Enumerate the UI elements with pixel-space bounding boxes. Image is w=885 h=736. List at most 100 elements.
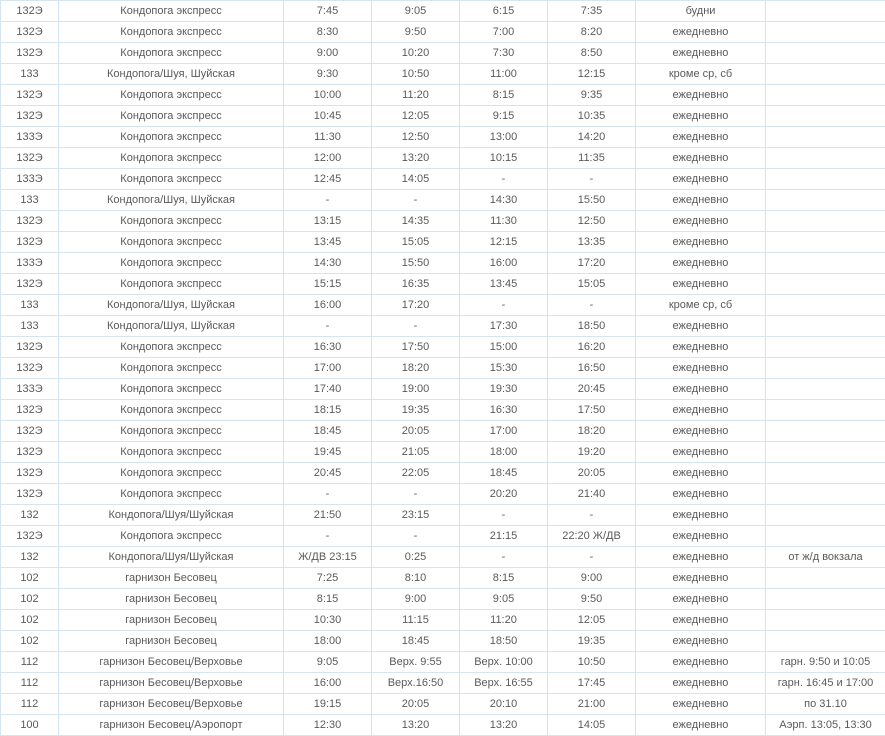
cell-arr2: 14:20 <box>548 127 636 148</box>
table-row: 133ЭКондопога экспресс11:3012:5013:0014:… <box>1 127 885 148</box>
cell-arr2: 10:35 <box>548 106 636 127</box>
cell-dep2: 7:00 <box>460 22 548 43</box>
table-row: 132ЭКондопога экспресс13:1514:3511:3012:… <box>1 211 885 232</box>
cell-note <box>766 22 885 43</box>
cell-route: 132Э <box>1 232 59 253</box>
cell-note <box>766 589 885 610</box>
cell-note: гарн. 9:50 и 10:05 <box>766 652 885 673</box>
cell-dep1: 8:30 <box>284 22 372 43</box>
cell-arr1: - <box>372 190 460 211</box>
cell-arr1: 16:35 <box>372 274 460 295</box>
cell-route: 132Э <box>1 43 59 64</box>
cell-dep2: 11:20 <box>460 610 548 631</box>
cell-arr1: Верх.16:50 <box>372 673 460 694</box>
cell-days: ежедневно <box>636 610 766 631</box>
cell-dep2: 18:00 <box>460 442 548 463</box>
cell-arr2: 19:20 <box>548 442 636 463</box>
cell-arr1: 15:50 <box>372 253 460 274</box>
cell-note <box>766 484 885 505</box>
cell-dep2: 19:30 <box>460 379 548 400</box>
cell-name: Кондопога экспресс <box>59 253 284 274</box>
cell-days: ежедневно <box>636 22 766 43</box>
cell-note <box>766 64 885 85</box>
cell-arr2: - <box>548 547 636 568</box>
cell-arr2: 19:35 <box>548 631 636 652</box>
cell-arr1: 10:20 <box>372 43 460 64</box>
table-row: 133ЭКондопога экспресс17:4019:0019:3020:… <box>1 379 885 400</box>
cell-arr1: 9:50 <box>372 22 460 43</box>
cell-route: 133Э <box>1 127 59 148</box>
cell-days: ежедневно <box>636 463 766 484</box>
table-row: 132ЭКондопога экспресс16:3017:5015:0016:… <box>1 337 885 358</box>
cell-name: гарнизон Бесовец <box>59 610 284 631</box>
cell-route: 133 <box>1 64 59 85</box>
table-row: 132ЭКондопога экспресс9:0010:207:308:50е… <box>1 43 885 64</box>
cell-name: гарнизон Бесовец/Аэропорт <box>59 715 284 736</box>
cell-note <box>766 253 885 274</box>
cell-note <box>766 316 885 337</box>
cell-dep2: 12:15 <box>460 232 548 253</box>
cell-arr1: 13:20 <box>372 715 460 736</box>
cell-note <box>766 379 885 400</box>
cell-arr1: 17:50 <box>372 337 460 358</box>
cell-days: ежедневно <box>636 232 766 253</box>
table-row: 132ЭКондопога экспресс7:459:056:157:35бу… <box>1 1 885 22</box>
cell-days: ежедневно <box>636 652 766 673</box>
cell-arr1: 15:05 <box>372 232 460 253</box>
cell-arr1: 19:35 <box>372 400 460 421</box>
cell-route: 100 <box>1 715 59 736</box>
table-row: 133Кондопога/Шуя, Шуйская16:0017:20--кро… <box>1 295 885 316</box>
cell-route: 133Э <box>1 379 59 400</box>
cell-arr2: 16:20 <box>548 337 636 358</box>
cell-dep1: - <box>284 190 372 211</box>
cell-route: 112 <box>1 652 59 673</box>
table-row: 132ЭКондопога экспресс20:4522:0518:4520:… <box>1 463 885 484</box>
cell-dep2: 13:45 <box>460 274 548 295</box>
cell-arr2: 17:50 <box>548 400 636 421</box>
cell-days: ежедневно <box>636 127 766 148</box>
cell-note <box>766 148 885 169</box>
cell-arr1: 11:20 <box>372 85 460 106</box>
cell-days: ежедневно <box>636 85 766 106</box>
cell-dep1: 18:15 <box>284 400 372 421</box>
cell-dep1: 9:05 <box>284 652 372 673</box>
cell-arr1: 9:00 <box>372 589 460 610</box>
cell-route: 132Э <box>1 274 59 295</box>
table-row: 102гарнизон Бесовец7:258:108:159:00ежедн… <box>1 568 885 589</box>
cell-note <box>766 463 885 484</box>
cell-arr1: 23:15 <box>372 505 460 526</box>
cell-arr2: 18:50 <box>548 316 636 337</box>
cell-name: Кондопога экспресс <box>59 169 284 190</box>
cell-arr1: Верх. 9:55 <box>372 652 460 673</box>
cell-days: ежедневно <box>636 211 766 232</box>
cell-days: ежедневно <box>636 106 766 127</box>
cell-dep2: 11:30 <box>460 211 548 232</box>
cell-days: ежедневно <box>636 547 766 568</box>
cell-dep1: 11:30 <box>284 127 372 148</box>
table-row: 132ЭКондопога экспресс17:0018:2015:3016:… <box>1 358 885 379</box>
cell-dep2: 13:20 <box>460 715 548 736</box>
table-row: 112гарнизон Бесовец/Верховье9:05Верх. 9:… <box>1 652 885 673</box>
cell-arr2: 11:35 <box>548 148 636 169</box>
cell-route: 132Э <box>1 211 59 232</box>
cell-dep2: 18:45 <box>460 463 548 484</box>
cell-dep1: 17:40 <box>284 379 372 400</box>
cell-arr2: - <box>548 505 636 526</box>
cell-dep1: 9:30 <box>284 64 372 85</box>
cell-arr1: 14:35 <box>372 211 460 232</box>
table-row: 132Кондопога/Шуя/Шуйская21:5023:15--ежед… <box>1 505 885 526</box>
cell-note: гарн. 16:45 и 17:00 <box>766 673 885 694</box>
table-row: 112гарнизон Бесовец/Верховье16:00Верх.16… <box>1 673 885 694</box>
cell-dep1: 12:30 <box>284 715 372 736</box>
cell-dep1: 19:45 <box>284 442 372 463</box>
cell-dep1: 15:15 <box>284 274 372 295</box>
cell-arr2: 14:05 <box>548 715 636 736</box>
cell-arr1: 19:00 <box>372 379 460 400</box>
cell-arr1: - <box>372 316 460 337</box>
cell-days: ежедневно <box>636 673 766 694</box>
cell-route: 102 <box>1 610 59 631</box>
cell-arr2: 15:50 <box>548 190 636 211</box>
cell-name: Кондопога/Шуя, Шуйская <box>59 316 284 337</box>
cell-arr1: 0:25 <box>372 547 460 568</box>
cell-arr2: 9:35 <box>548 85 636 106</box>
